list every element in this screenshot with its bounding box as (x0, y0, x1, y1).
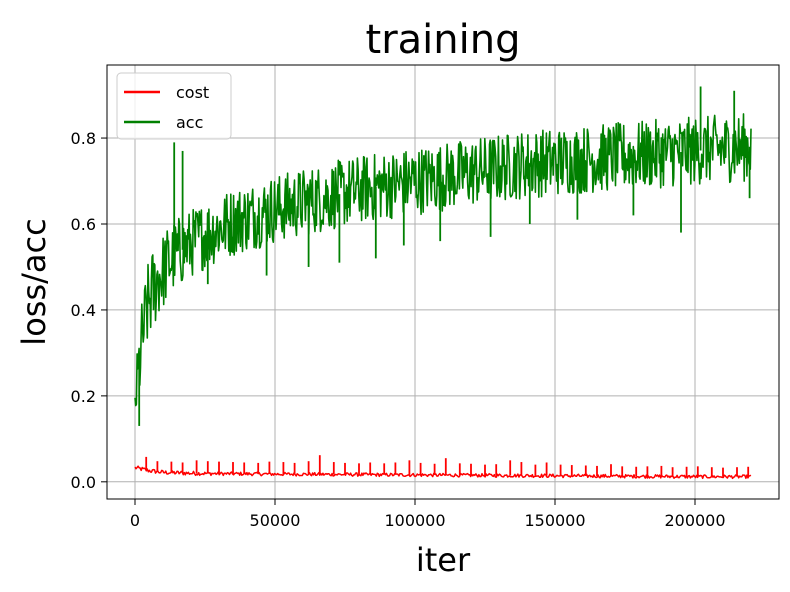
x-tick-label: 0 (130, 511, 140, 530)
y-tick-label: 0.8 (71, 129, 96, 148)
series-acc (134, 86, 752, 426)
legend-label-acc: acc (176, 113, 203, 132)
legend: cost acc (116, 72, 232, 140)
y-tick-label: 0.2 (71, 387, 96, 406)
x-axis-label: iter (416, 541, 471, 579)
x-tick-label: 50000 (250, 511, 301, 530)
ticks: 0 50000 100000 150000 200000 0.0 0.2 0.4 0.6 0.8 (71, 129, 726, 530)
y-tick-label: 0.0 (71, 473, 96, 492)
plot-frame (106, 64, 780, 500)
legend-box (116, 72, 232, 140)
series-cost (134, 455, 752, 480)
x-tick-label: 200000 (664, 511, 725, 530)
x-tick-label: 100000 (384, 511, 445, 530)
grid (107, 65, 779, 499)
series-layer (134, 86, 752, 480)
chart-title: training (366, 17, 521, 63)
y-tick-label: 0.4 (71, 301, 96, 320)
acc-line (134, 113, 752, 407)
y-axis-label: loss/acc (15, 218, 53, 345)
x-tick-label: 150000 (524, 511, 585, 530)
y-tick-label: 0.6 (71, 215, 96, 234)
legend-label-cost: cost (176, 83, 209, 102)
